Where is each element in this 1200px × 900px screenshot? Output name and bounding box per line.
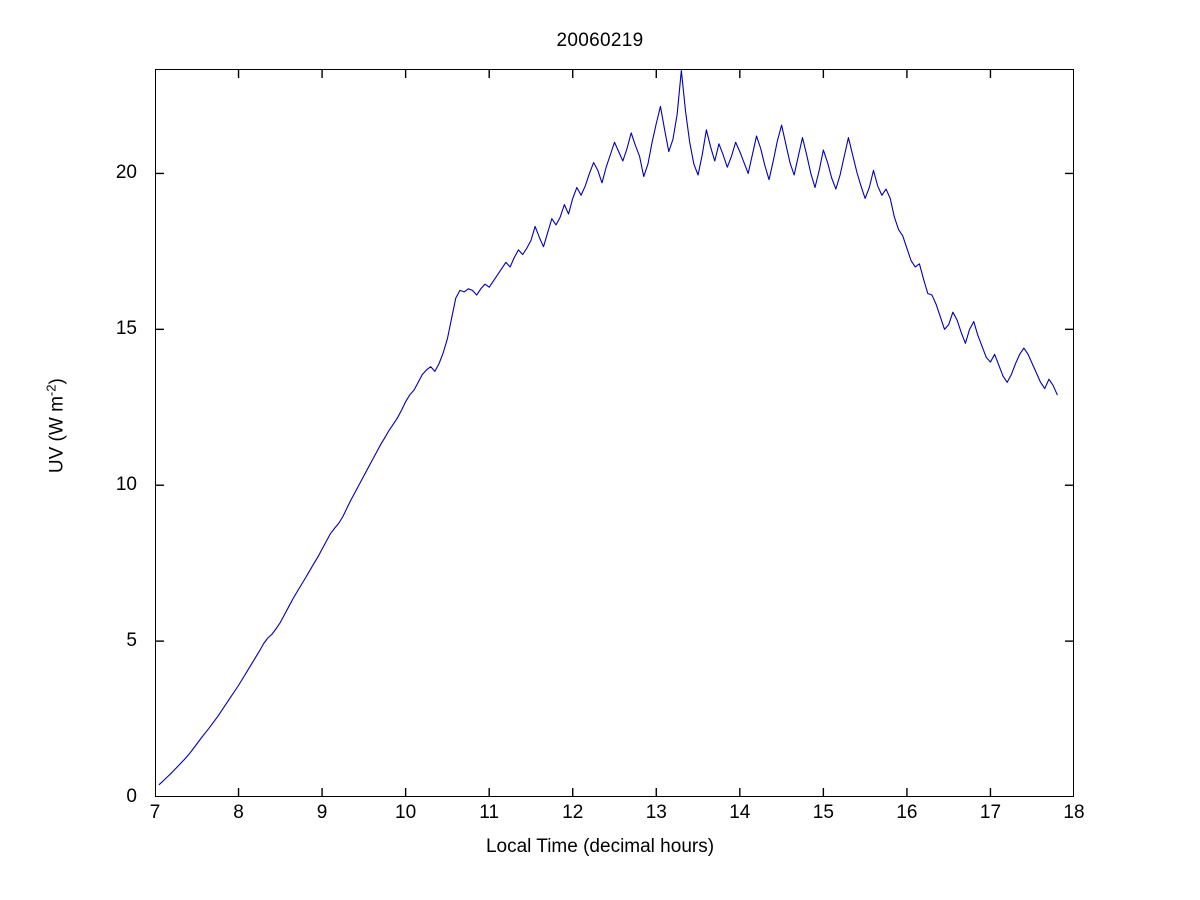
y-tick-label: 0 xyxy=(126,786,137,807)
data-line-chart xyxy=(155,69,1074,797)
x-tick-label: 18 xyxy=(1063,802,1085,823)
y-axis-label-base: UV (W m xyxy=(46,396,68,474)
x-tick-label: 8 xyxy=(233,802,244,823)
y-tick-label: 15 xyxy=(115,318,137,340)
x-tick-marks xyxy=(155,69,1074,797)
axes-box xyxy=(155,69,1074,797)
x-tick-label: 12 xyxy=(562,802,584,823)
x-tick-label: 13 xyxy=(645,802,667,823)
x-tick-label: 9 xyxy=(316,802,328,823)
x-axis-label: Local Time (decimal hours) xyxy=(485,836,715,857)
plot-area xyxy=(155,69,1074,797)
x-tick-label: 7 xyxy=(149,802,161,823)
y-axis-label-tail: ) xyxy=(46,378,68,385)
y-tick-label: 10 xyxy=(115,474,137,496)
x-tick-label: 10 xyxy=(395,802,417,823)
chart-title: 20060219 xyxy=(556,30,644,51)
x-tick-label: 15 xyxy=(812,802,834,823)
x-tick-label: 16 xyxy=(896,802,918,823)
y-tick-label: 5 xyxy=(126,630,137,652)
y-axis-label: UV (W m-2) xyxy=(43,106,68,746)
y-tick-label: 20 xyxy=(115,162,137,184)
x-tick-label: 11 xyxy=(479,802,500,823)
series-line-0 xyxy=(158,70,1058,786)
x-tick-label: 17 xyxy=(979,802,1002,823)
y-axis-label-exponent: -2 xyxy=(43,384,59,397)
x-tick-label: 14 xyxy=(729,802,751,823)
y-tick-marks xyxy=(155,172,1074,797)
series-group xyxy=(158,70,1058,786)
